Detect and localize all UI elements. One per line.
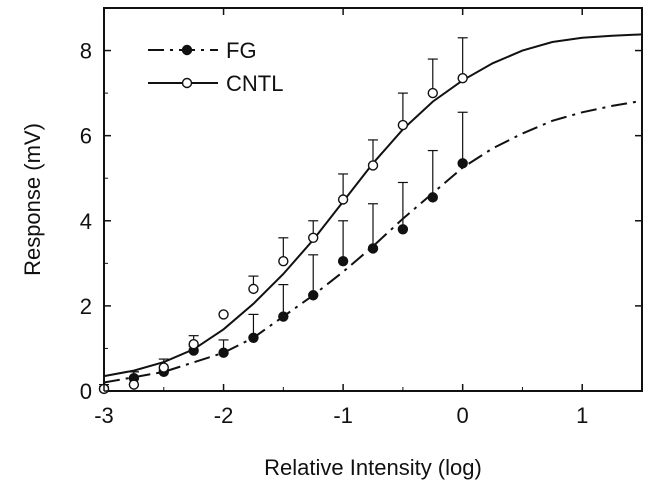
data-point [457,73,468,84]
legend-marker [181,77,193,89]
x-tick-label: -2 [214,403,234,428]
y-tick-label: 6 [80,124,92,149]
data-point [457,158,468,169]
x-axis-title: Relative Intensity (log) [264,455,482,480]
y-tick-label: 8 [80,39,92,64]
data-point [397,119,409,131]
data-point [308,290,319,301]
data-point [337,194,349,205]
data-point [397,224,409,235]
x-tick-label: 0 [457,403,469,428]
legend-label: CNTL [226,71,283,96]
data-point [158,362,169,373]
data-point [248,332,259,344]
y-tick-label: 0 [80,379,92,404]
data-point [218,347,229,358]
y-tick-label: 4 [80,209,92,234]
y-tick-label: 2 [80,294,92,319]
data-point [427,87,438,99]
legend-item-fg: FG [148,38,257,63]
legend-label: FG [226,38,257,63]
y-axis-title: Response (mV) [20,123,45,276]
x-axis: -3 -2 -1 0 1 [94,8,588,428]
series-fg [98,99,643,395]
data-point [278,256,289,267]
plot-area [98,7,643,395]
legend-item-cntl: CNTL [148,71,283,96]
data-point [367,160,379,171]
data-point [188,338,199,350]
plot-frame [103,7,643,392]
data-point [248,283,259,295]
data-point [337,256,349,267]
data-point [308,232,319,244]
data-point [278,311,289,322]
data-point [367,243,379,254]
x-tick-label: 1 [576,403,588,428]
legend-marker [181,44,193,56]
data-point [128,379,140,390]
data-point [218,309,229,320]
legend: FG CNTL [148,38,283,96]
x-tick-label: -3 [94,403,114,428]
x-tick-label: -1 [333,403,353,428]
y-axis: 0 2 4 6 8 [80,39,642,404]
series-cntl [98,33,643,395]
data-point [427,192,438,203]
